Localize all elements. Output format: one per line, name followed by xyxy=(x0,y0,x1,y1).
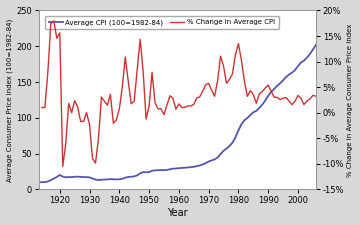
% Change in Average CPI xyxy=(40,106,44,109)
Y-axis label: Average Consumer Price Index (100=1982-84): Average Consumer Price Index (100=1982-8… xyxy=(7,18,13,182)
X-axis label: Year: Year xyxy=(167,208,188,218)
Average CPI (100=1982-84) xyxy=(314,44,318,46)
% Change in Average CPI xyxy=(90,157,95,160)
% Change in Average CPI xyxy=(81,120,86,123)
Y-axis label: % Change in Average Consumer Price Index: % Change in Average Consumer Price Index xyxy=(347,23,353,177)
Average CPI (100=1982-84) xyxy=(203,162,208,164)
Average CPI (100=1982-84) xyxy=(84,176,89,178)
% Change in Average CPI xyxy=(236,42,240,45)
Average CPI (100=1982-84) xyxy=(144,171,148,174)
Line: % Change in Average CPI: % Change in Average CPI xyxy=(42,21,316,166)
Legend: Average CPI (100=1982-84), % Change in Average CPI: Average CPI (100=1982-84), % Change in A… xyxy=(45,16,279,29)
Average CPI (100=1982-84) xyxy=(245,117,249,119)
% Change in Average CPI xyxy=(51,20,56,22)
Average CPI (100=1982-84) xyxy=(108,178,113,180)
% Change in Average CPI xyxy=(60,165,65,168)
% Change in Average CPI xyxy=(102,100,107,103)
Average CPI (100=1982-84) xyxy=(37,181,41,184)
% Change in Average CPI xyxy=(183,106,187,109)
% Change in Average CPI xyxy=(263,87,267,89)
Average CPI (100=1982-84) xyxy=(153,169,157,172)
% Change in Average CPI xyxy=(314,95,318,97)
Line: Average CPI (100=1982-84): Average CPI (100=1982-84) xyxy=(39,45,316,182)
